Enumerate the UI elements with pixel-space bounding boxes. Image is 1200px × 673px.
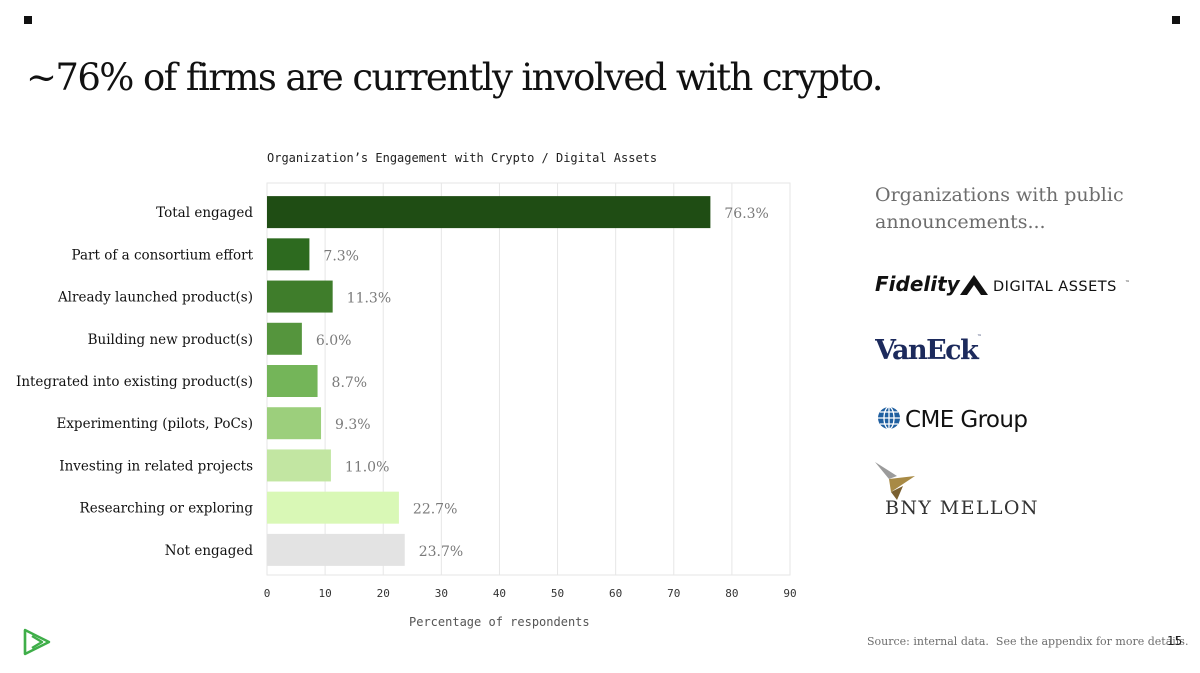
bny-mellon-wordmark: BNY MELLON bbox=[885, 497, 1039, 519]
x-tick-label: 90 bbox=[783, 587, 796, 600]
x-tick-label: 80 bbox=[725, 587, 738, 600]
bny-arrow-icon bbox=[875, 462, 915, 500]
category-label: Building new product(s) bbox=[88, 332, 253, 348]
x-axis-title: Percentage of respondents bbox=[409, 615, 590, 629]
pyramid-icon bbox=[960, 275, 988, 295]
announcements-heading: Organizations with public announcements.… bbox=[875, 184, 1124, 233]
source-footnote: Source: internal data. See the appendix … bbox=[867, 635, 1188, 648]
corner-mark-top-left bbox=[24, 16, 32, 24]
chart-bars bbox=[267, 196, 711, 566]
bar-9 bbox=[267, 533, 405, 566]
category-label: Experimenting (pilots, PoCs) bbox=[56, 416, 253, 432]
chart-title: Organization’s Engagement with Crypto / … bbox=[267, 151, 658, 165]
chart-labels: 0 10 20 30 40 50 60 70 80 90 Total engaged 76.3% Par… bbox=[16, 205, 797, 600]
category-label: Integrated into existing product(s) bbox=[16, 374, 253, 390]
x-tick-label: 30 bbox=[435, 587, 448, 600]
value-label: 22.7% bbox=[413, 502, 457, 518]
vaneck-trademark: ™ bbox=[977, 334, 982, 340]
slide-title: ~76% of firms are currently involved wit… bbox=[26, 56, 884, 99]
value-label: 11.0% bbox=[345, 459, 389, 475]
fidelity-wordmark: Fidelity bbox=[875, 272, 961, 296]
x-tick-label: 0 bbox=[264, 587, 271, 600]
category-label: Not engaged bbox=[165, 543, 254, 559]
category-label: Investing in related projects bbox=[59, 458, 253, 474]
bar-5 bbox=[267, 365, 318, 397]
category-label: Total engaged bbox=[156, 205, 253, 221]
bar-2 bbox=[267, 238, 310, 271]
brand-logo-icon bbox=[23, 628, 51, 656]
value-label: 76.3% bbox=[724, 206, 768, 222]
category-label: Part of a consortium effort bbox=[72, 247, 254, 263]
x-tick-label: 40 bbox=[493, 587, 506, 600]
value-label: 6.0% bbox=[316, 333, 352, 349]
bar-4 bbox=[267, 322, 302, 355]
value-label: 7.3% bbox=[323, 248, 359, 264]
globe-icon bbox=[878, 406, 900, 430]
appendix-note: See the appendix for more details. bbox=[995, 635, 1189, 648]
vaneck-wordmark: VanEck bbox=[875, 335, 980, 366]
fidelity-digital-assets-logo: Fidelity DIGITAL ASSETS ™ bbox=[875, 272, 1130, 296]
cme-group-logo: CME Group bbox=[878, 406, 1028, 433]
corner-mark-top-right bbox=[1172, 16, 1180, 24]
value-label: 11.3% bbox=[347, 291, 391, 307]
page-number: 15 bbox=[1167, 634, 1183, 648]
x-tick-label: 10 bbox=[318, 587, 331, 600]
value-label: 23.7% bbox=[419, 544, 463, 560]
x-tick-label: 70 bbox=[667, 587, 680, 600]
category-label: Researching or exploring bbox=[80, 501, 254, 517]
source-text: Source: internal data. bbox=[867, 635, 989, 648]
bny-mellon-logo: BNY MELLON bbox=[875, 462, 1039, 519]
bar-1 bbox=[267, 196, 711, 229]
bar-7 bbox=[267, 449, 331, 482]
bar-3 bbox=[267, 280, 333, 313]
x-tick-label: 20 bbox=[377, 587, 390, 600]
bar-8 bbox=[267, 491, 399, 524]
x-tick-label: 60 bbox=[609, 587, 622, 600]
vaneck-logo: VanEck ™ bbox=[875, 334, 982, 366]
digital-assets-wordmark: DIGITAL ASSETS bbox=[993, 279, 1117, 295]
fidelity-trademark: ™ bbox=[1125, 280, 1130, 286]
bar-6 bbox=[267, 407, 322, 440]
category-label: Already launched product(s) bbox=[57, 290, 253, 306]
value-label: 8.7% bbox=[332, 375, 368, 391]
cme-group-wordmark: CME Group bbox=[905, 407, 1027, 433]
x-tick-label: 50 bbox=[551, 587, 564, 600]
value-label: 9.3% bbox=[335, 417, 371, 433]
